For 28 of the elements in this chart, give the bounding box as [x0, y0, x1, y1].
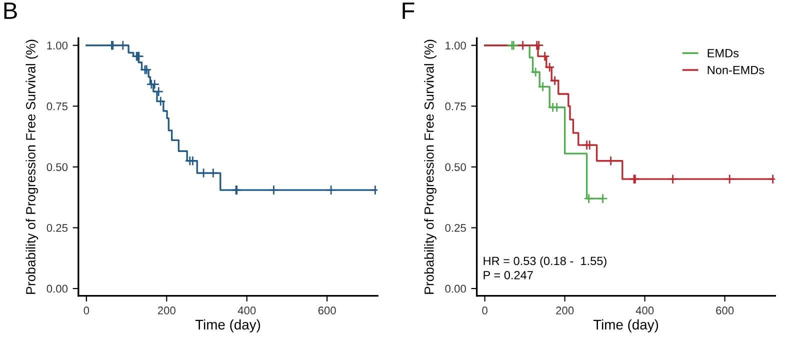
y-tick-label: 1.00	[446, 42, 466, 50]
y-tick-label: 0.50	[46, 163, 68, 172]
y-tick-label: 0.75	[46, 102, 68, 110]
x-axis-title: Time (day)	[195, 319, 260, 332]
x-tick-label: 200	[556, 306, 574, 314]
x-tick-label: 200	[158, 306, 176, 314]
annotation: P = 0.247	[484, 270, 533, 280]
chart-title: B	[4, 2, 17, 19]
y-tick-label: 0.25	[46, 224, 68, 232]
chart-title: F	[402, 2, 414, 19]
y-tick-label: 0.50	[445, 163, 466, 172]
y-axis-title: Probability of Progression Free Survival (%)	[26, 40, 38, 294]
legend-label: EMDs	[708, 49, 739, 58]
x-tick-label: 0	[482, 306, 488, 314]
y-tick-label: 0.25	[445, 224, 466, 232]
y-tick-label: 0.75	[445, 102, 466, 110]
y-tick-label: 1.00	[47, 42, 68, 50]
x-tick-label: 600	[716, 306, 734, 314]
y-tick-label: 0.00	[445, 284, 466, 293]
legend-label: Non-EMDs	[708, 66, 764, 74]
x-tick-label: 400	[636, 306, 654, 314]
x-tick-label: 0	[84, 306, 90, 314]
annotation: HR = 0.53 (0.18 - 1.55)	[484, 256, 606, 268]
x-tick-label: 600	[318, 306, 336, 314]
x-tick-label: 400	[238, 306, 256, 314]
x-axis-title: Time (day)	[593, 319, 658, 332]
y-axis-title: Probability of Progression Free Survival (%)	[424, 40, 436, 294]
y-tick-label: 0.00	[46, 284, 68, 293]
